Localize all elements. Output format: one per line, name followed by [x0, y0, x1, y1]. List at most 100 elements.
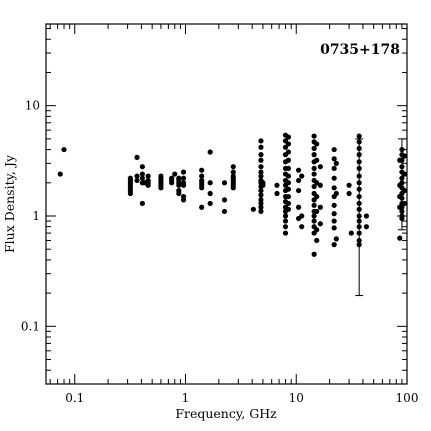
data-point	[314, 227, 320, 233]
data-point	[285, 193, 292, 200]
data-point	[230, 185, 236, 191]
data-point	[199, 185, 205, 191]
y-tick-label: 10	[25, 99, 40, 113]
data-point	[176, 182, 182, 188]
data-point	[207, 190, 213, 197]
data-point	[314, 208, 320, 215]
data-point	[331, 202, 337, 208]
data-point	[363, 224, 370, 230]
data-point	[285, 180, 292, 186]
data-point	[207, 200, 213, 207]
data-point	[356, 133, 362, 139]
data-point	[356, 145, 362, 151]
y-axis-label: Flux Density, Jy	[2, 154, 17, 253]
data-point	[258, 144, 264, 150]
data-point	[401, 200, 408, 207]
data-point	[399, 180, 405, 186]
data-point	[139, 200, 145, 207]
data-point	[285, 165, 292, 172]
data-point	[230, 164, 236, 170]
data-point	[127, 190, 133, 197]
data-point	[258, 164, 264, 170]
data-point	[399, 215, 405, 222]
chart-title: 0735+178	[320, 42, 400, 58]
y-tick-label: 0.1	[21, 319, 40, 333]
data-point	[331, 156, 337, 162]
y-tick-label: 1	[32, 209, 40, 223]
data-point	[180, 182, 187, 188]
data-point	[399, 146, 405, 153]
data-point	[331, 218, 337, 224]
data-point	[221, 197, 228, 203]
data-point	[356, 200, 362, 207]
data-point	[333, 190, 339, 197]
plot-frame	[45, 23, 408, 385]
data-point	[348, 230, 354, 236]
data-point	[285, 206, 292, 212]
data-point	[134, 177, 140, 184]
data-point	[260, 182, 266, 188]
data-point	[317, 221, 323, 227]
data-point	[199, 204, 205, 210]
data-point	[299, 173, 305, 179]
x-axis-label: Frequency, GHz	[175, 406, 277, 421]
minor-ticks	[46, 24, 407, 385]
data-point	[346, 182, 352, 188]
data-point	[285, 134, 292, 140]
data-point	[274, 190, 280, 197]
data-point	[285, 186, 292, 192]
data-point	[57, 171, 63, 177]
data-point	[258, 204, 264, 210]
data-point	[399, 195, 405, 201]
x-tick-label: 1	[182, 391, 190, 405]
data-point	[356, 139, 362, 145]
data-point	[295, 167, 302, 173]
data-point	[356, 230, 362, 236]
data-point	[356, 206, 362, 212]
data-point	[333, 236, 339, 242]
data-point	[158, 185, 164, 191]
data-point	[258, 138, 264, 144]
data-point	[356, 180, 362, 186]
data-point	[285, 200, 292, 207]
data-point	[282, 224, 289, 230]
data-point	[314, 180, 320, 186]
data-point	[299, 213, 305, 219]
x-tick-label: 0.1	[65, 391, 84, 405]
data-point	[258, 169, 264, 175]
data-point	[134, 173, 140, 179]
data-point	[331, 175, 337, 181]
data-point	[295, 187, 302, 194]
data-point	[172, 171, 178, 177]
y-tick-labels: 0.1 1 10	[21, 99, 40, 334]
data-point	[139, 171, 145, 177]
data-point	[285, 141, 292, 147]
data-point	[401, 171, 408, 177]
data-point	[317, 204, 323, 210]
data-point	[176, 190, 182, 197]
data-point	[331, 211, 337, 217]
data-point	[311, 183, 317, 190]
data-point	[258, 208, 264, 215]
data-point	[311, 145, 317, 151]
data-point	[314, 141, 320, 147]
data-point	[314, 157, 320, 163]
data-point	[317, 164, 323, 170]
data-point	[207, 180, 213, 186]
data-point	[295, 177, 302, 184]
data-point	[258, 192, 264, 198]
data-point	[230, 169, 236, 175]
data-point	[356, 173, 362, 179]
data-point	[145, 173, 151, 179]
data-point	[331, 242, 337, 248]
data-point	[399, 164, 405, 170]
x-tick-label: 100	[396, 391, 419, 405]
data-point	[311, 152, 317, 158]
data-point	[199, 173, 205, 179]
data-point	[397, 235, 403, 241]
data-point	[295, 204, 302, 210]
data-point	[356, 242, 362, 248]
data-point	[314, 193, 320, 200]
data-point	[61, 146, 67, 153]
data-point	[258, 187, 264, 194]
